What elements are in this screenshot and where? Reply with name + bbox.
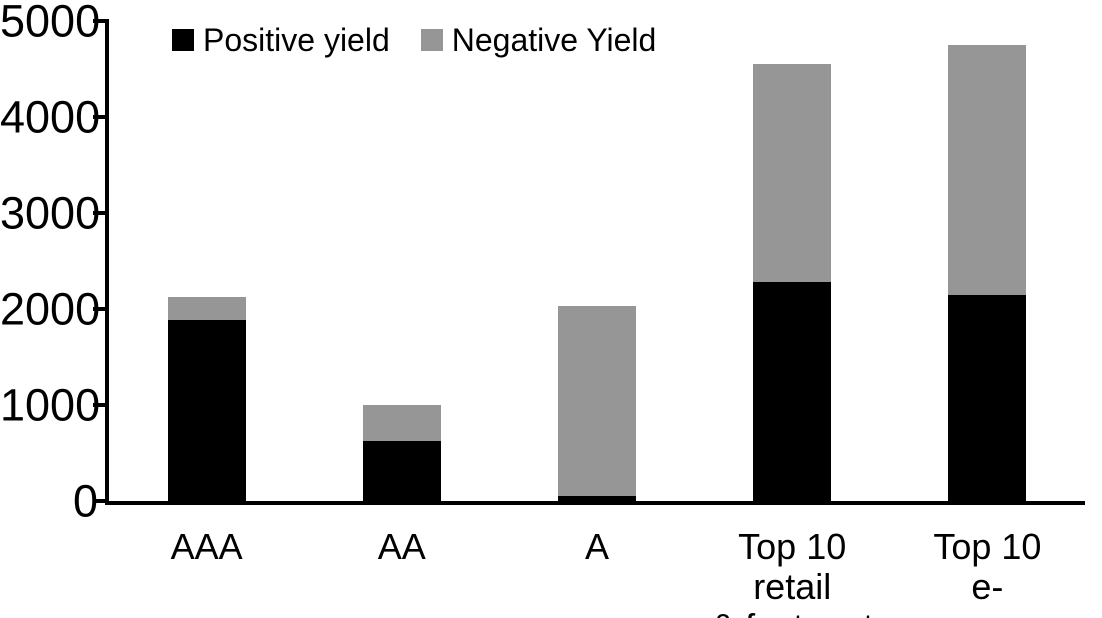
x-axis-category-label-top-10-retail-fast-pmt: Top 10 retail & fast pmt: [711, 526, 873, 618]
segment-top-10-retail-fast-pmt-negative-yield: [753, 64, 832, 283]
y-axis-tick: [93, 211, 107, 215]
segment-a-positive-yield: [558, 496, 636, 501]
segment-aaa-positive-yield: [167, 319, 246, 501]
x-axis-category-label-aa: AA: [377, 526, 426, 567]
x-axis-line: [105, 501, 1085, 505]
segment-top-10-retail-fast-pmt-positive-yield: [753, 282, 832, 501]
bar-top-10-e-commerce: [948, 45, 1027, 501]
legend-item-negative-yield: Negative Yield: [420, 22, 657, 59]
segment-aa-positive-yield: [362, 441, 441, 501]
y-axis-tick-label: 5000: [0, 0, 101, 47]
y-axis-tick-label: 4000: [0, 91, 101, 143]
segment-top-10-e-commerce-positive-yield: [948, 294, 1027, 501]
y-axis-tick: [93, 115, 107, 119]
bar-slot-aa: [304, 21, 499, 501]
x-axis-category-label-aaa: AAA: [170, 526, 243, 567]
legend-swatch-positive-yield: [172, 29, 194, 52]
y-axis-tick-label: 0: [72, 475, 98, 527]
segment-top-10-e-commerce-negative-yield: [948, 45, 1027, 295]
bar-slot-a: [499, 21, 694, 501]
segment-aaa-negative-yield: [167, 297, 246, 320]
y-axis-line: [105, 19, 109, 505]
y-axis-tick-label: 2000: [0, 283, 101, 335]
bar-slot-aaa: [109, 21, 304, 501]
bar-slot-top-10-retail-fast-pmt: [695, 21, 890, 501]
y-axis-tick: [93, 307, 107, 311]
bar-top-10-retail-fast-pmt: [753, 64, 832, 501]
segment-a-negative-yield: [558, 306, 636, 497]
bar-aa: [362, 405, 441, 501]
legend-swatch-negative-yield: [420, 29, 443, 52]
x-axis-category-label-top-10-e-commerce: Top 10 e-commerce: [903, 526, 1071, 618]
plot-area: [109, 21, 1085, 501]
legend-item-positive-yield: Positive yield: [172, 22, 390, 59]
bar-a: [558, 306, 636, 501]
bar-slot-top-10-e-commerce: [890, 21, 1085, 501]
y-axis-tick-label: 3000: [0, 187, 101, 239]
legend: Positive yield Negative Yield: [172, 22, 656, 59]
legend-label-negative-yield: Negative Yield: [451, 22, 657, 58]
x-axis-category-label-a: A: [585, 526, 610, 567]
segment-aa-negative-yield: [362, 405, 441, 441]
y-axis-tick: [93, 403, 107, 407]
y-axis-tick: [93, 19, 107, 23]
legend-label-positive-yield: Positive yield: [203, 22, 390, 58]
y-axis-tick-label: 1000: [0, 379, 101, 431]
bar-aaa: [167, 297, 246, 501]
y-axis-tick: [93, 499, 107, 503]
